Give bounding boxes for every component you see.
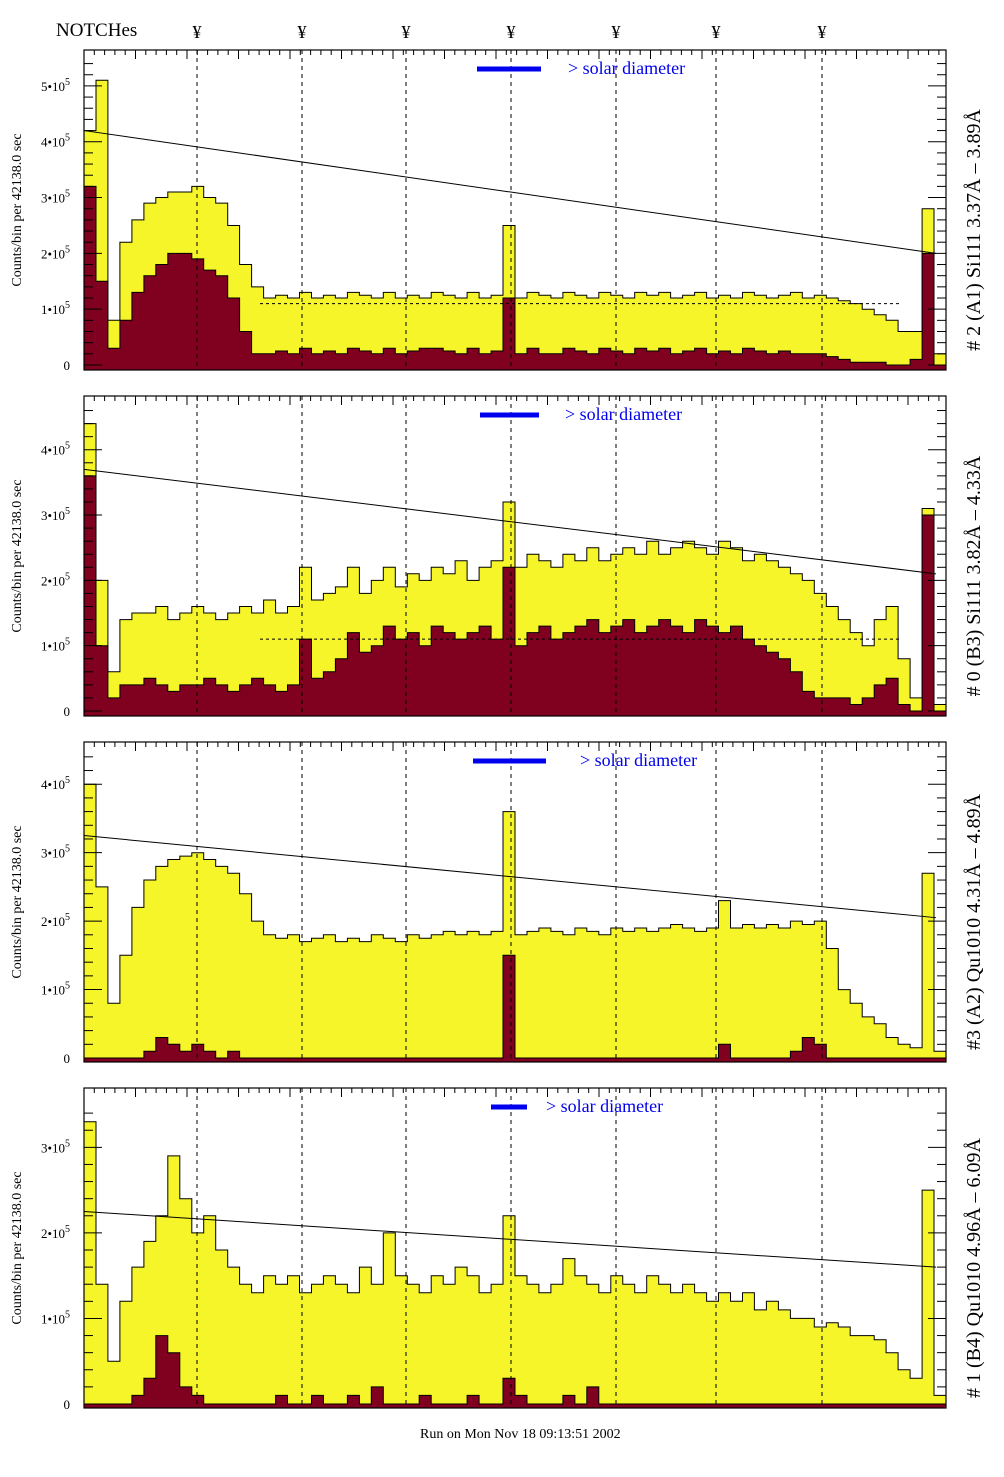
y-tick-label: 2•105	[41, 912, 70, 929]
panel-title: # 2 (A1) Si111 3.37Å – 3.89Å	[963, 109, 985, 351]
y-tick-label: 0	[64, 704, 71, 719]
panel-title: #3 (A2) Qu1010 4.31Å – 4.89Å	[963, 793, 985, 1050]
y-tick-label: 1•105	[41, 637, 70, 654]
y-tick-label: 3•105	[41, 189, 70, 206]
panel-title: # 0 (B3) Si111 3.82Å – 4.33Å	[963, 455, 985, 696]
y-tick-label: 3•105	[41, 844, 70, 861]
run-timestamp: Run on Mon Nov 18 09:13:51 2002	[420, 1427, 621, 1442]
legend-label: > solar diameter	[580, 750, 697, 770]
selected-counts-histogram	[83, 1335, 947, 1409]
y-tick-label: 4•105	[41, 775, 70, 792]
panel-title: # 1 (B4) Qu1010 4.96Å – 6.09Å	[963, 1137, 985, 1398]
total-counts-histogram	[83, 1121, 947, 1409]
y-tick-label: 2•105	[41, 571, 70, 588]
y-axis-label: Counts/bin per 42138.0 sec	[10, 133, 25, 286]
plot-frame	[83, 741, 947, 1063]
fit-line	[83, 1211, 937, 1268]
selected-counts-histogram	[83, 185, 947, 371]
notch-marker: ¥	[298, 22, 307, 42]
y-tick-label: 0	[64, 358, 71, 373]
y-axis-label: Counts/bin per 42138.0 sec	[10, 1171, 25, 1324]
y-tick-label: 1•105	[41, 300, 70, 317]
total-counts-histogram	[83, 783, 947, 1063]
plot-frame	[83, 1087, 947, 1409]
y-tick-label: 1•105	[41, 981, 70, 998]
fit-line	[83, 468, 937, 575]
panel-1: 0 1•105 2•105 3•105 4•105 Counts/bin per 4213…	[10, 395, 985, 719]
panel-2: 0 1•105 2•105 3•105 4•105 Counts/bin per 4213…	[10, 741, 985, 1066]
y-tick-label: 0	[64, 1397, 71, 1412]
y-tick-label: 2•105	[41, 244, 70, 261]
notches-label: NOTCHes	[56, 20, 138, 41]
panel-0: 0 1•105 2•105 3•105 4•105 5•105 Counts/bin per…	[10, 49, 985, 373]
fit-line	[83, 130, 937, 254]
y-axis-label: Counts/bin per 42138.0 sec	[10, 479, 25, 632]
panel-3: 0 1•105 2•105 3•105 Counts/bin per 42138.0 s…	[10, 1087, 985, 1412]
notch-marker: ¥	[712, 22, 721, 42]
y-tick-label: 2•105	[41, 1224, 70, 1241]
notch-marker: ¥	[818, 22, 827, 42]
y-tick-label: 3•105	[41, 1138, 70, 1155]
legend-label: > solar diameter	[565, 404, 682, 424]
y-tick-label: 3•105	[41, 506, 70, 523]
y-tick-label: 4•105	[41, 441, 70, 458]
notch-marker: ¥	[193, 22, 202, 42]
plot-frame	[83, 395, 947, 717]
fit-line	[83, 835, 937, 919]
y-tick-label: 5•105	[41, 77, 70, 94]
notch-marker: ¥	[507, 22, 516, 42]
plot-frame	[83, 49, 947, 371]
notch-marker: ¥	[402, 22, 411, 42]
selected-counts-histogram	[83, 954, 947, 1063]
y-axis-label: Counts/bin per 42138.0 sec	[10, 825, 25, 978]
notch-marker: ¥	[612, 22, 621, 42]
legend-label: > solar diameter	[568, 58, 685, 78]
y-tick-label: 4•105	[41, 133, 70, 150]
selected-counts-histogram	[83, 475, 947, 717]
legend-label: > solar diameter	[546, 1096, 663, 1116]
y-tick-label: 0	[64, 1051, 71, 1066]
y-tick-label: 1•105	[41, 1309, 70, 1326]
